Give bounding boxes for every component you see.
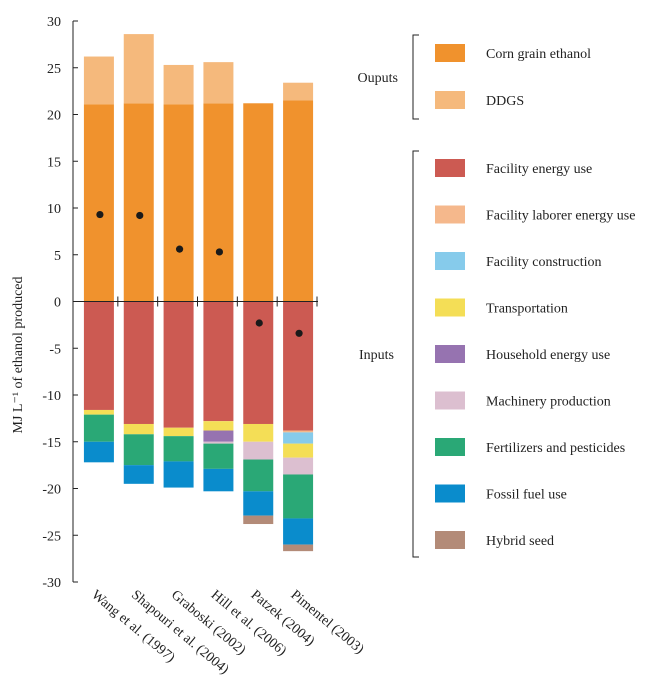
bar-segment <box>283 443 314 458</box>
bar-segment <box>203 62 234 104</box>
bars-group <box>83 34 314 552</box>
legend-bracket <box>412 150 419 558</box>
bar-segment <box>203 443 234 469</box>
legend-label: Fossil fuel use <box>486 488 567 503</box>
bar-segment <box>123 34 154 104</box>
legend-swatch <box>435 391 465 410</box>
bar-segment <box>123 103 154 302</box>
net-energy-point <box>136 211 144 220</box>
y-tick-label: 20 <box>47 109 61 124</box>
bar-segment <box>283 430 314 433</box>
legend-label: DDGS <box>486 94 524 109</box>
bar-segment <box>123 301 154 424</box>
bar-segment <box>283 100 314 302</box>
y-tick-label: 0 <box>54 296 61 311</box>
bar-segment <box>283 301 314 431</box>
legend-label: Hybrid seed <box>486 534 554 549</box>
bar-segment <box>163 64 194 105</box>
legend-label: Fertilizers and pesticides <box>486 441 625 456</box>
y-axis: 30 25 20 15 10 5 0 -5 -10 -15 -20 -25 -30 <box>42 15 318 591</box>
bar-segment <box>203 430 234 442</box>
y-tick-label: -20 <box>42 483 61 498</box>
bar-segment <box>83 301 114 410</box>
inputs-group-label: Inputs <box>359 348 394 363</box>
legend-swatch <box>435 91 465 109</box>
bar-segment <box>203 301 234 422</box>
bar-segment <box>203 468 234 492</box>
net-energy-point <box>175 245 184 253</box>
bar-segment <box>163 104 194 302</box>
y-tick-label: 25 <box>47 62 61 77</box>
legend-label: Facility construction <box>486 255 601 270</box>
y-tick-label: -15 <box>42 436 61 451</box>
bar-segment <box>163 301 194 428</box>
net-points-group <box>96 210 303 337</box>
bar-segment <box>83 414 114 442</box>
bar-segment <box>243 423 274 442</box>
bar-segment <box>283 474 314 519</box>
y-tick-label: 10 <box>47 202 61 217</box>
bar-segment <box>203 421 234 431</box>
legend-swatch <box>435 531 465 549</box>
bar-segment <box>243 441 274 460</box>
bar-segment <box>283 82 314 101</box>
net-energy-point <box>255 319 263 327</box>
y-axis-label: MJ L⁻¹ of ethanol produced <box>11 277 26 434</box>
bar-segment <box>203 441 234 444</box>
bar-segment <box>123 465 154 484</box>
legend-label: Corn grain ethanol <box>486 47 591 62</box>
bar-segment <box>283 457 314 475</box>
bar-segment <box>163 427 194 437</box>
bar-segment <box>123 434 154 466</box>
bar-segment <box>83 441 114 463</box>
legend-swatch <box>435 44 465 62</box>
legend-bracket <box>412 34 419 120</box>
bar-segment <box>163 436 194 462</box>
net-energy-point <box>295 329 303 337</box>
legend-swatch <box>435 252 465 270</box>
legend-swatch <box>435 159 465 177</box>
y-tick-label: -5 <box>49 342 61 357</box>
bar-segment <box>203 103 234 302</box>
legend: Corn grain ethanol DDGS Facility energy us… <box>358 34 635 558</box>
y-tick-label: -25 <box>42 529 61 544</box>
bar-segment <box>83 409 114 415</box>
legend-label: Household energy use <box>486 348 610 363</box>
bar-segment <box>243 459 274 492</box>
bar-segment <box>243 103 274 302</box>
legend-label: Machinery production <box>486 395 611 410</box>
outputs-group-label: Ouputs <box>358 71 398 86</box>
legend-swatch <box>435 298 465 317</box>
legend-label: Facility energy use <box>486 162 592 177</box>
bar-segment <box>283 544 314 552</box>
bar-segment <box>283 432 314 444</box>
bar-segment <box>243 515 274 525</box>
y-tick-label: 15 <box>47 155 61 170</box>
bar-segment <box>83 104 114 302</box>
bar-segment <box>283 518 314 545</box>
y-tick-label: 30 <box>47 15 61 30</box>
net-energy-point <box>215 248 224 256</box>
legend-swatch <box>435 484 465 503</box>
y-tick-label: -30 <box>42 576 61 591</box>
y-tick-label: 5 <box>54 249 61 264</box>
legend-label: Facility laborer energy use <box>486 209 635 224</box>
net-energy-point <box>96 210 104 219</box>
bar-segment <box>83 56 114 105</box>
legend-swatch <box>435 205 465 224</box>
legend-swatch <box>435 345 465 363</box>
x-tick-labels: Wang et al. (1997)Shapouri et al. (2004)… <box>88 588 366 678</box>
bar-segment <box>243 491 274 516</box>
legend-swatch <box>435 438 465 456</box>
bar-segment <box>163 461 194 488</box>
bar-segment <box>123 423 154 435</box>
legend-label: Transportation <box>486 302 568 317</box>
y-tick-label: -10 <box>42 389 61 404</box>
